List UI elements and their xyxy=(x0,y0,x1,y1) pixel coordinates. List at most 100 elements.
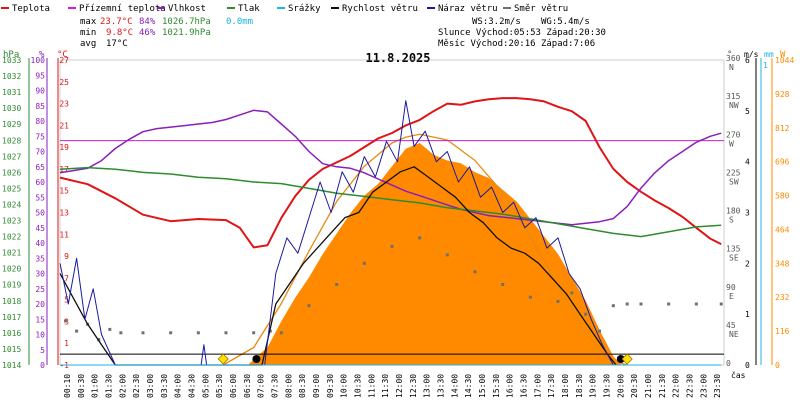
wind-direction-point xyxy=(694,302,698,306)
wind-direction-point xyxy=(141,331,145,335)
tick-label-w: 812 xyxy=(775,124,790,133)
tick-label-c: 13 xyxy=(59,209,69,218)
tick-label-w: 348 xyxy=(775,259,790,268)
stats-min-temp: 9.8°C xyxy=(106,28,133,38)
axis-title-ms: m/s xyxy=(744,50,759,59)
tick-label-time: 06:30 xyxy=(243,374,252,398)
tick-label-deg: 270 xyxy=(726,130,741,139)
tick-label-c: 25 xyxy=(59,78,69,87)
wind-direction-point xyxy=(108,327,112,331)
tick-label-time: 13:30 xyxy=(436,374,445,398)
tick-label-time: 13:00 xyxy=(423,374,432,398)
stats-min-press: 1021.9hPa xyxy=(162,28,211,38)
wind-direction-point xyxy=(362,261,366,265)
wind-direction-point xyxy=(418,236,422,240)
tick-label-time: 08:30 xyxy=(298,374,307,398)
wind-direction-point xyxy=(335,283,339,287)
tick-label-pct: 95 xyxy=(35,71,45,80)
wind-direction-point xyxy=(639,302,643,306)
tick-label-time: 00:10 xyxy=(63,374,72,398)
legend-label: Srážky xyxy=(288,4,321,14)
legend-label: Směr větru xyxy=(514,4,568,14)
tick-label-time: 10:00 xyxy=(340,374,349,398)
tick-label-hpa: 1017 xyxy=(2,313,21,322)
wind-direction-point xyxy=(390,244,394,248)
tick-label-time: 16:30 xyxy=(519,374,528,398)
tick-label-hpa: 1024 xyxy=(2,200,21,209)
tick-label-hpa: 1014 xyxy=(2,361,21,370)
wind-direction-point xyxy=(667,302,671,306)
wind-direction-point xyxy=(119,331,123,335)
axis-title-time: čas xyxy=(731,370,746,380)
tick-label-pct: 35 xyxy=(35,254,45,263)
tick-label-dir: SE xyxy=(729,254,739,263)
tick-label-ms: 4 xyxy=(745,158,750,167)
tick-label-hpa: 1031 xyxy=(2,88,21,97)
tick-label-dir: NE xyxy=(729,330,739,339)
wind-direction-point xyxy=(196,331,200,335)
tick-label-deg: 360 xyxy=(726,54,741,63)
tick-label-time: 10:30 xyxy=(353,374,362,398)
chart-date-title: 11.8.2025 xyxy=(365,51,430,65)
tick-label-pct: 90 xyxy=(35,87,45,96)
stats-moon: Měsíc Východ:20:16 Západ:7:06 xyxy=(438,39,595,49)
tick-label-time: 18:30 xyxy=(575,374,584,398)
wind-direction-point xyxy=(75,329,79,333)
tick-label-deg: 225 xyxy=(726,168,741,177)
tick-label-w: 1044 xyxy=(775,56,794,65)
stats-wg: WG:5.4m/s xyxy=(541,17,590,27)
tick-label-pct: 85 xyxy=(35,102,45,111)
tick-label-deg: 135 xyxy=(726,245,741,254)
wind-direction-point xyxy=(570,291,574,295)
wind-direction-point xyxy=(473,270,477,274)
stats-min-hum: 46% xyxy=(139,28,156,38)
tick-label-time: 20:30 xyxy=(630,374,639,398)
tick-label-deg: 0 xyxy=(726,359,731,368)
tick-label-hpa: 1022 xyxy=(2,233,21,242)
wind-direction-point xyxy=(528,295,532,299)
tick-label-c: 19 xyxy=(59,143,69,152)
tick-label-time: 18:00 xyxy=(561,374,570,398)
tick-label-hpa: 1029 xyxy=(2,120,21,129)
tick-label-hpa: 1030 xyxy=(2,104,21,113)
tick-label-w: 696 xyxy=(775,158,790,167)
wind-direction-point xyxy=(611,304,615,308)
tick-label-time: 21:30 xyxy=(658,374,667,398)
marker-sunrise xyxy=(217,353,229,365)
tick-label-pct: 45 xyxy=(35,224,45,233)
tick-label-pct: 25 xyxy=(35,285,45,294)
tick-label-time: 15:30 xyxy=(492,374,501,398)
stats-sun: Slunce Východ:05:53 Západ:20:30 xyxy=(438,28,606,38)
tick-label-hpa: 1021 xyxy=(2,249,21,258)
tick-label-deg: 45 xyxy=(726,321,736,330)
stats-avg-label: avg xyxy=(80,39,96,49)
tick-label-time: 12:30 xyxy=(409,374,418,398)
tick-label-time: 03:00 xyxy=(146,374,155,398)
tick-label-dir: SW xyxy=(729,177,739,186)
stats-ws: WS:3.2m/s xyxy=(472,17,521,27)
tick-label-time: 14:00 xyxy=(450,374,459,398)
tick-label-ms: 5 xyxy=(745,107,750,116)
tick-label-dir: NW xyxy=(729,101,739,110)
tick-label-time: 02:00 xyxy=(118,374,127,398)
tick-label-hpa: 1023 xyxy=(2,217,21,226)
tick-label-ms: 0 xyxy=(745,361,750,370)
legend-label: Tlak xyxy=(238,4,260,14)
marker-moonset xyxy=(252,355,261,363)
tick-label-time: 19:30 xyxy=(602,374,611,398)
tick-label-time: 08:00 xyxy=(284,374,293,398)
tick-label-pct: 55 xyxy=(35,193,45,202)
series-solar-area xyxy=(248,143,622,365)
tick-label-c: 1 xyxy=(64,339,69,348)
tick-label-ms: 2 xyxy=(745,259,750,268)
wind-direction-point xyxy=(252,331,256,335)
stats-min-label: min xyxy=(80,28,96,38)
axis-title-hpa: hPa xyxy=(3,50,19,60)
wind-direction-point xyxy=(307,304,311,308)
tick-label-time: 01:00 xyxy=(91,374,100,398)
tick-label-dir: E xyxy=(729,292,734,301)
marker-moonrise xyxy=(616,355,625,363)
wind-direction-point xyxy=(625,302,629,306)
legend-label: Rychlost větru xyxy=(342,4,418,14)
